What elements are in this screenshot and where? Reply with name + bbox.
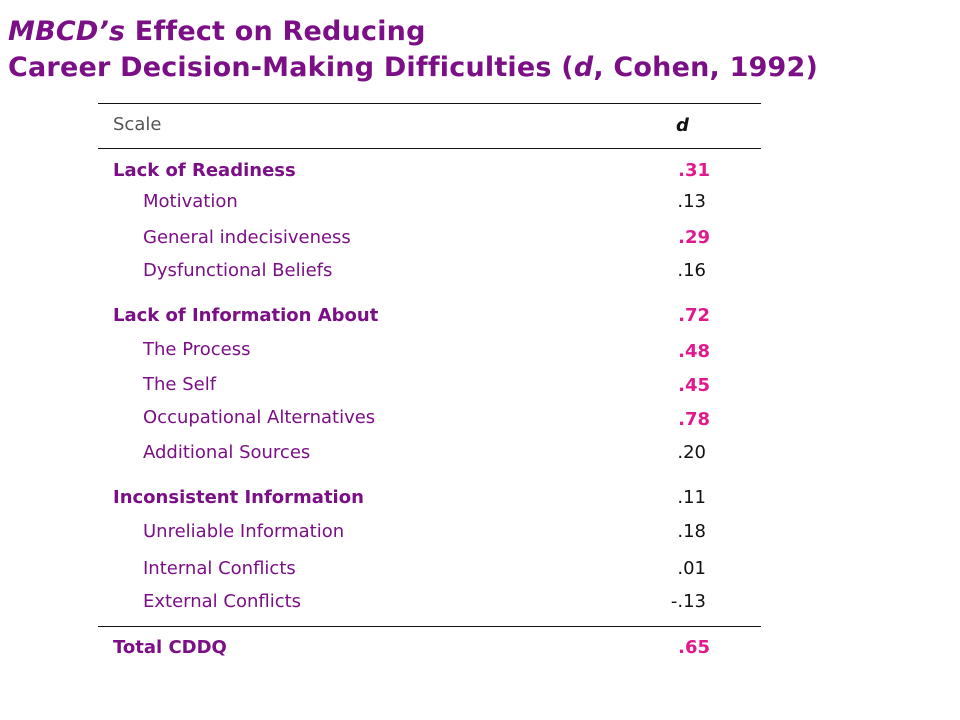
row-value-the-self: .45 <box>678 375 710 396</box>
title-abbrev: MBCD’s <box>8 16 126 47</box>
row-value-inconsistent-information: .11 <box>677 487 706 508</box>
row-value-the-process: .48 <box>678 341 710 362</box>
row-value-dysfunctional-beliefs: .16 <box>677 260 706 281</box>
row-value-motivation: .13 <box>677 191 706 212</box>
row-value-internal-conflicts: .01 <box>677 558 706 579</box>
title-line-2-prefix: Career Decision-Making Difficulties ( <box>8 52 574 83</box>
row-label-occupational-alternatives: Occupational Alternatives <box>143 407 376 428</box>
row-label-general-indecisiveness: General indecisiveness <box>143 227 351 248</box>
row-value-lack-of-information-about: .72 <box>678 305 710 326</box>
row-label-lack-of-readiness: Lack of Readiness <box>113 160 296 181</box>
row-value-total-cddq: .65 <box>678 637 710 658</box>
row-label-total-cddq: Total CDDQ <box>113 637 227 658</box>
row-value-unreliable-information: .18 <box>677 521 706 542</box>
row-value-general-indecisiveness: .29 <box>678 227 710 248</box>
row-label-additional-sources: Additional Sources <box>143 442 311 463</box>
row-label-the-process: The Process <box>143 339 251 360</box>
column-header-d: d <box>676 115 689 136</box>
title-line-2-suffix: , Cohen, 1992) <box>593 52 819 83</box>
row-label-unreliable-information: Unreliable Information <box>143 521 345 542</box>
row-label-the-self: The Self <box>143 374 217 395</box>
table-top-rule <box>98 103 761 104</box>
row-value-additional-sources: .20 <box>677 442 706 463</box>
row-value-external-conflicts: -.13 <box>670 591 706 612</box>
row-label-lack-of-information-about: Lack of Information About <box>113 305 379 326</box>
title-line-1-text: Effect on Reducing <box>125 16 426 47</box>
row-label-internal-conflicts: Internal Conflicts <box>143 558 296 579</box>
table-header-rule <box>98 148 761 149</box>
row-label-inconsistent-information: Inconsistent Information <box>113 487 364 508</box>
slide-title: MBCD’s Effect on Reducing Career Decisio… <box>8 14 818 86</box>
row-label-dysfunctional-beliefs: Dysfunctional Beliefs <box>143 260 333 281</box>
title-line-1: MBCD’s Effect on Reducing <box>8 14 818 50</box>
column-header-scale: Scale <box>113 114 162 135</box>
title-d-symbol: d <box>573 52 594 83</box>
row-value-lack-of-readiness: .31 <box>678 160 710 181</box>
table-total-rule <box>98 626 761 627</box>
row-label-motivation: Motivation <box>143 191 238 212</box>
row-label-external-conflicts: External Conflicts <box>143 591 302 612</box>
title-line-2: Career Decision-Making Difficulties (d, … <box>8 50 818 86</box>
row-value-occupational-alternatives: .78 <box>678 409 710 430</box>
